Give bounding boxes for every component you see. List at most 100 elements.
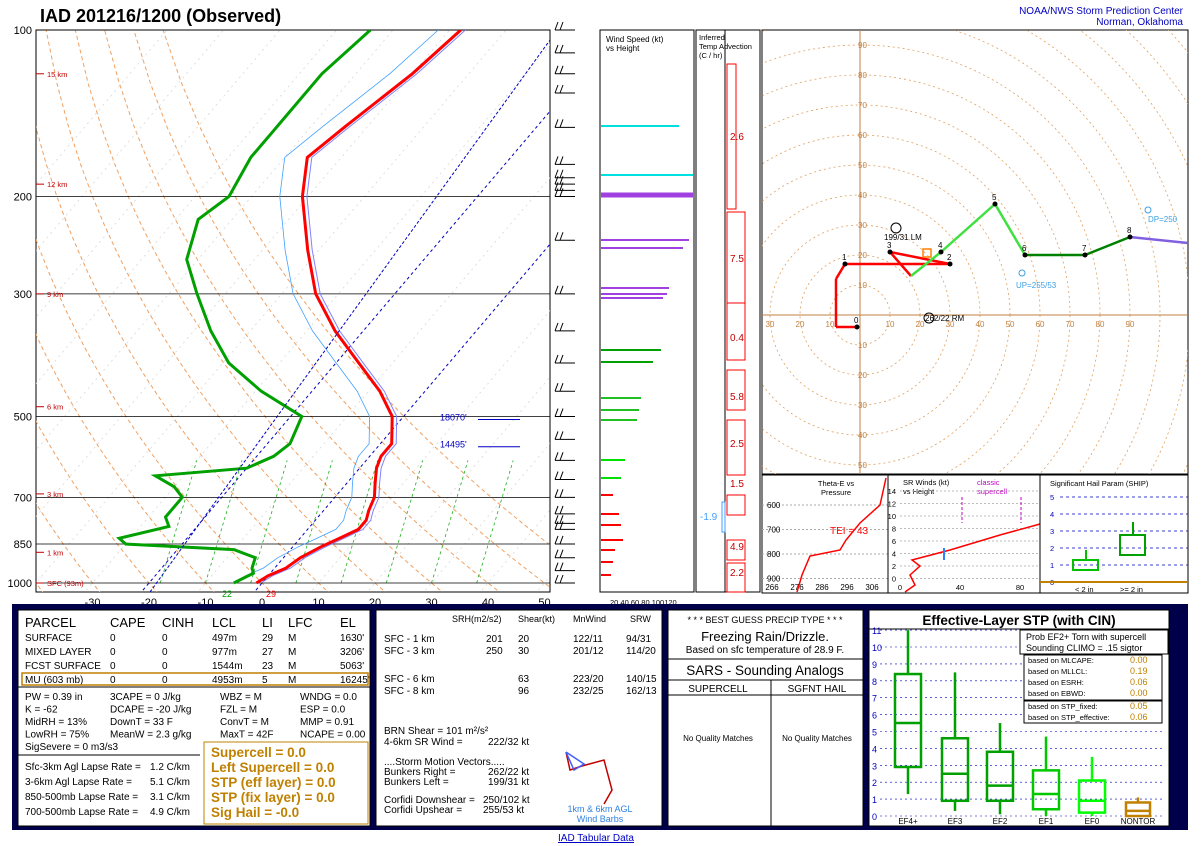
pressure-label: 1000: [8, 578, 32, 590]
hodo-tick: 60: [1036, 320, 1045, 329]
wind-barb-flag: [554, 169, 559, 178]
wind-barb-flag: [554, 515, 559, 524]
temp-adv-frame: [695, 29, 761, 593]
temp-adv-value: 2.5: [730, 439, 744, 450]
kin-shear: 96: [518, 686, 530, 697]
hodo-tick: 80: [858, 71, 867, 80]
parcel-cell: FCST SURFACE: [25, 661, 101, 672]
wind-barb-flag: [559, 44, 564, 54]
severe-index: Supercell = 0.0: [211, 745, 306, 760]
ship-frame: [1039, 474, 1189, 594]
sr-h-label: 12: [888, 500, 896, 509]
sr-title: SR Winds (kt) vs Height: [903, 478, 950, 496]
parcel-cell: 5: [262, 675, 268, 686]
isotherm: [197, 177, 550, 592]
wind-barb-flag: [559, 84, 564, 94]
theta-p-label: 600: [767, 501, 781, 510]
pressure-label: 200: [14, 191, 32, 203]
parcel-cell: M: [288, 633, 296, 644]
isotherm: [36, 30, 224, 252]
wind-barb-flag: [554, 175, 559, 185]
up-label: UP=255/53: [1016, 281, 1057, 290]
parcel-cell: M: [288, 675, 296, 686]
bunkers-value: 262/22 kt: [488, 767, 529, 778]
stp-y-label: 11: [872, 626, 881, 636]
wind-barb-flag: [559, 549, 564, 558]
isotherm: [36, 30, 507, 584]
hodo-tick: 50: [858, 161, 867, 170]
km-label: 3 km: [47, 490, 63, 499]
stp-category: EF2: [993, 817, 1008, 826]
theta-x-label: 276: [790, 583, 804, 592]
parcel-cell: 29: [262, 633, 274, 644]
hodo-tick: 20: [916, 320, 925, 329]
parcel-cell: 977m: [212, 647, 237, 658]
isotherm: [536, 575, 550, 592]
parcel-cell: 0: [110, 647, 116, 658]
km-label: 1 km: [47, 548, 63, 557]
temp-advection-panel: Inferred Temp Advection (C / hr) 2.67.50.4…: [695, 29, 761, 593]
wind-barb-flag: [559, 535, 564, 545]
parcel-cell: 16245': [340, 675, 370, 686]
stp-y-label: 5: [872, 728, 877, 738]
wind-barb-flag: [554, 182, 559, 191]
thermo-param: MeanW = 2.3 g/kg: [110, 730, 191, 741]
hodo-tick: 40: [858, 191, 867, 200]
hodo-point: [842, 261, 848, 267]
ship-box-large: [1119, 534, 1146, 556]
wind-barb-flag: [559, 232, 564, 241]
hodo-segment: [1129, 235, 1188, 245]
parcel-cell: MU (603 mb): [25, 675, 83, 686]
lapse-label: 3-6km Agl Lapse Rate =: [25, 777, 132, 788]
lapse-label: 700-500mb Lapse Rate =: [25, 807, 138, 818]
wind-barb-flag: [559, 505, 564, 515]
wind-barb-flag: [554, 535, 559, 545]
wind-barb-flag: [559, 156, 564, 165]
hodo-point-label: 1: [842, 253, 847, 262]
wind-barb-flag: [554, 119, 559, 128]
stp-based-box-2: [1023, 700, 1163, 724]
lm-marker: [890, 222, 902, 234]
parcel-cell: 1630': [340, 633, 364, 644]
mixing-ratio-line: [205, 460, 243, 584]
kin-layer: SFC - 6 km: [384, 674, 435, 685]
wind-barb-flag: [559, 562, 564, 571]
hodo-point: [1127, 234, 1133, 240]
hodo-tick: 20: [796, 320, 805, 329]
corfidi-label: Corfidi Downshear =: [384, 795, 475, 806]
sr-h-label: 6: [892, 537, 896, 546]
thermo-param: FZL = M: [220, 705, 257, 716]
stp-box: [1124, 801, 1152, 818]
stp-y-label: 0: [872, 812, 877, 822]
dry-adiabat: [162, 30, 550, 546]
parcel-cell: 0: [110, 661, 116, 672]
precip-title: * * * BEST GUESS PRECIP TYPE * * *: [687, 615, 843, 625]
skewt-frame: [35, 29, 551, 593]
temp-adv-value: 7.5: [730, 254, 744, 265]
km-label: 15 km: [47, 70, 67, 79]
stp-category: NONTOR: [1121, 817, 1156, 826]
sr-h-label: 4: [892, 550, 896, 559]
hodo-tick: 30: [946, 320, 955, 329]
parcel-cell: 4953m: [212, 675, 243, 686]
lapse-label: 850-500mb Lapse Rate =: [25, 792, 138, 803]
hodo-point: [938, 249, 944, 255]
km-label: 12 km: [47, 180, 67, 189]
hodo-tick: 30: [858, 221, 867, 230]
wind-barbs-column: [554, 21, 575, 584]
severe-index: STP (eff layer) = 0.0: [211, 775, 336, 790]
stp-y-label: 2: [872, 778, 877, 788]
parcel-header: CAPE: [110, 615, 146, 630]
pressure-label: 500: [14, 412, 32, 424]
height-label: 14495': [440, 440, 467, 450]
stp-prob-1: Prob EF2+ Torn with supercell: [1026, 632, 1146, 642]
ship-x-label: >= 2 in: [1120, 585, 1143, 594]
hodo-point-label: 2: [947, 253, 952, 262]
kin-srw: 94/31: [626, 634, 651, 645]
tabular-data-link[interactable]: IAD Tabular Data: [558, 833, 634, 844]
isotherm: [36, 30, 394, 451]
kin-shear: 63: [518, 674, 530, 685]
hodo-point-label: 0: [854, 316, 859, 325]
wind-speed-title: Wind Speed (kt) vs Height: [606, 35, 664, 53]
